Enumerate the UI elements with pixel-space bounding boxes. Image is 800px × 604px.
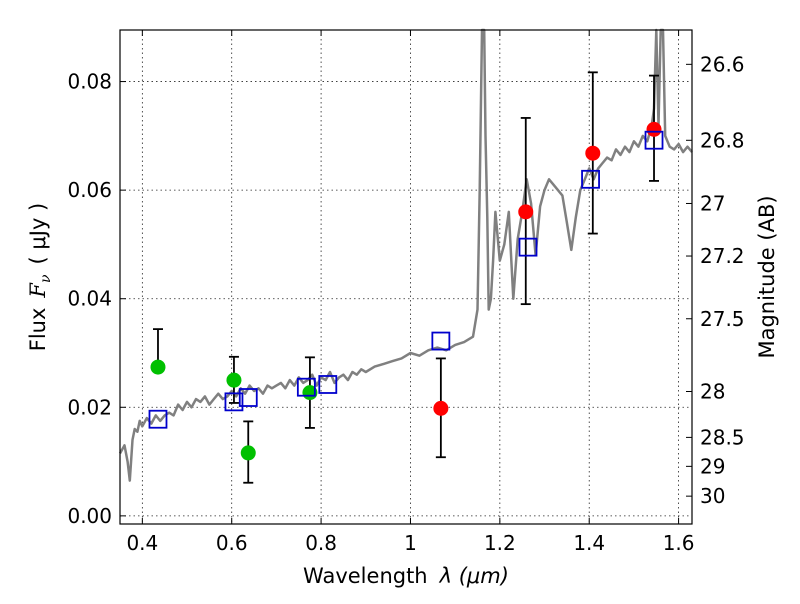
green-data-point	[150, 359, 166, 375]
magnitude-tick-labels: 26.6 26.8 27 27.2 27.5 28 28.5 29 30	[700, 52, 745, 508]
x-axis-label: Wavelength λ (μm)	[303, 564, 509, 588]
red-points-layer	[433, 121, 662, 416]
y-tick-label: 0.02	[67, 395, 112, 419]
model-sed-layer	[118, 28, 693, 482]
magnitude-tick-label: 27.5	[700, 307, 745, 331]
model-square-point	[296, 377, 316, 397]
y-axis-label: FluxFν( μJy )	[26, 203, 54, 351]
x-tick-label: 1.6	[663, 531, 695, 555]
red-data-point	[585, 145, 601, 161]
model-sed-line	[118, 28, 693, 482]
magnitude-tick-label: 28	[700, 379, 725, 403]
magnitude-tick-label: 26.8	[700, 128, 745, 152]
magnitude-tick-label: 30	[700, 484, 725, 508]
model-square-point	[318, 375, 338, 394]
x-tick-label: 1	[404, 531, 417, 555]
model-squares-layer	[148, 130, 664, 429]
magnitude-tick-label: 27	[700, 191, 725, 215]
y-tick-label: 0.08	[67, 70, 112, 94]
red-data-point	[646, 121, 662, 137]
plot-frame	[119, 29, 693, 525]
magnitude-axis-label: Magnitude (AB)	[755, 195, 779, 358]
x-tick-label: 0.6	[216, 531, 248, 555]
green-data-point	[240, 445, 256, 461]
errorbar-layer	[152, 71, 660, 484]
x-tick-label: 1.4	[573, 531, 605, 555]
model-square-point	[644, 130, 664, 150]
model-square-point	[148, 409, 168, 429]
model-square-point	[238, 388, 258, 407]
y-tick-labels: 0.00 0.02 0.04 0.06 0.08	[67, 70, 112, 528]
model-square-point	[431, 331, 451, 351]
magnitude-tick-label: 28.5	[700, 425, 745, 449]
model-square-point	[224, 392, 244, 412]
y-tick-label: 0.00	[67, 504, 112, 528]
grid-lines	[120, 30, 692, 524]
axis-ticks	[120, 30, 692, 524]
magnitude-tick-label: 29	[700, 454, 725, 478]
magnitude-tick-label: 26.6	[700, 52, 745, 76]
magnitude-tick-label: 27.2	[700, 244, 745, 268]
x-tick-labels: 0.4 0.6 0.8 1 1.2 1.4 1.6	[126, 531, 694, 555]
red-data-point	[518, 204, 534, 220]
y-tick-label: 0.04	[67, 287, 112, 311]
green-data-point	[226, 372, 242, 388]
x-tick-label: 1.2	[484, 531, 516, 555]
y-tick-label: 0.06	[67, 178, 112, 202]
model-square-point	[581, 169, 600, 189]
x-tick-label: 0.4	[126, 531, 158, 555]
red-data-point	[433, 400, 449, 416]
model-square-point	[518, 237, 538, 257]
green-points-layer	[150, 359, 318, 461]
x-tick-label: 0.8	[305, 531, 337, 555]
